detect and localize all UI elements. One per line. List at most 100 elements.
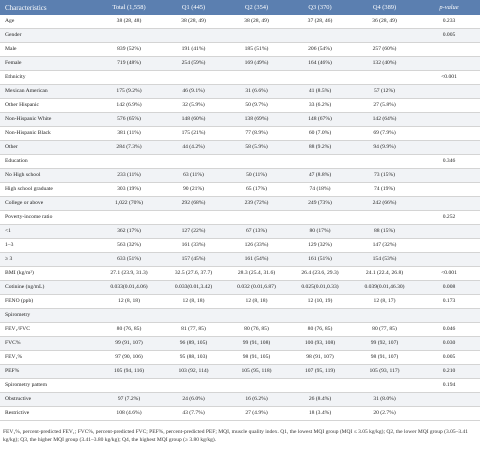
table-cell: 44 (4.2%) bbox=[182, 144, 205, 150]
table-cell bbox=[418, 197, 480, 211]
table-cell: 0.008 bbox=[442, 284, 456, 290]
table-cell: 27 (5.8%) bbox=[373, 102, 396, 108]
table-cell bbox=[418, 113, 480, 127]
table-cell: 175 (9.2%) bbox=[116, 88, 142, 94]
table-cell: 31 (6.6%) bbox=[245, 88, 268, 94]
row-label: Female bbox=[5, 60, 22, 66]
table-cell: 96 (89, 105) bbox=[179, 340, 208, 346]
table-cell: 0.233 bbox=[442, 18, 456, 24]
row-label: <1 bbox=[5, 228, 11, 234]
row-label: Non-Hispanic Black bbox=[5, 130, 51, 136]
table-cell: 58 (5.9%) bbox=[245, 144, 268, 150]
table-cell: 24.1 (22.4, 26.8) bbox=[365, 270, 404, 276]
table-cell bbox=[163, 71, 224, 85]
table-cell: 50 (11%) bbox=[246, 172, 267, 178]
table-cell: 50 (9.7%) bbox=[245, 102, 268, 108]
table-cell bbox=[95, 379, 163, 393]
column-header-5: Q4 (389) bbox=[372, 4, 397, 11]
row-label: FVC% bbox=[5, 340, 21, 346]
row-label: Male bbox=[5, 46, 17, 52]
table-cell bbox=[351, 29, 418, 43]
table-cell bbox=[163, 211, 224, 225]
table-cell: 105 (93, 117) bbox=[369, 368, 400, 374]
table-cell: 633 (51%) bbox=[117, 256, 141, 262]
table-row: Age 38 (28, 48) 38 (28, 49) 38 (28, 49) 37 (… bbox=[0, 15, 480, 29]
column-header-4: Q3 (370) bbox=[308, 4, 332, 11]
table-cell: 0.032 (0.01,6.87) bbox=[237, 284, 276, 290]
table-row: Education 0.346 bbox=[0, 154, 480, 169]
column-header-1: Total (1,558) bbox=[112, 4, 146, 11]
table-cell bbox=[95, 211, 163, 225]
table-row: Male 839 (52%) 191 (41%) 185 (51%) 206 (54%)… bbox=[0, 42, 480, 57]
table-cell: 0.005 bbox=[442, 32, 456, 38]
table-cell: 97 (7.2%) bbox=[117, 396, 141, 402]
table-cell: 88 (9.2%) bbox=[308, 144, 332, 150]
row-label: High school graduate bbox=[5, 186, 53, 192]
table-cell: 74 (19%) bbox=[374, 186, 395, 192]
table-cell: 254 (59%) bbox=[181, 60, 206, 66]
table-row: No High school 233 (11%) 63 (11%) 50 (11%) 4… bbox=[0, 168, 480, 183]
table-cell bbox=[163, 379, 224, 393]
table-cell bbox=[289, 29, 351, 43]
table-cell: 233 (11%) bbox=[117, 172, 141, 178]
table-row: PEF% 105 (94, 116) 103 (92, 114) 105 (95, 1… bbox=[0, 364, 480, 379]
table-row: High school graduate 303 (19%) 90 (21%) 65 … bbox=[0, 182, 480, 197]
table-cell: 242 (66%) bbox=[372, 200, 397, 206]
table-cell bbox=[289, 155, 351, 169]
table-cell: 98 (91, 105) bbox=[242, 354, 271, 360]
table-cell: 191 (41%) bbox=[181, 46, 206, 52]
table-cell: 99 (91, 107) bbox=[115, 340, 143, 346]
table-cell: 0.005 bbox=[442, 354, 456, 360]
table-cell: 142 (6.9%) bbox=[116, 102, 142, 108]
table-cell bbox=[418, 225, 480, 239]
table-cell: 67 (13%) bbox=[246, 228, 267, 234]
table-cell: 99 (92, 107) bbox=[370, 340, 399, 346]
table-cell: 74 (18%) bbox=[309, 186, 331, 192]
table-cell: 103 (92, 114) bbox=[178, 368, 209, 374]
table-cell: 47 (8.8%) bbox=[308, 172, 332, 178]
table-cell: 20 (2.7%) bbox=[373, 410, 396, 416]
table-row: Ethnicity <0.001 bbox=[0, 70, 480, 85]
table-cell bbox=[351, 155, 418, 169]
table-cell: 26.4 (23.6, 29.3) bbox=[301, 270, 339, 276]
table-cell bbox=[418, 239, 480, 253]
table-cell bbox=[224, 309, 289, 323]
table-cell bbox=[163, 155, 224, 169]
table-cell: 16 (6.2%) bbox=[245, 396, 268, 402]
table-footnote: FEV₁%, percent-predicted FEV₁; FVC%, per… bbox=[3, 429, 468, 444]
row-label: Obstructive bbox=[5, 396, 32, 402]
table-cell: 292 (68%) bbox=[181, 200, 206, 206]
row-label: Spirometry pattern bbox=[5, 382, 48, 388]
table-cell: 161 (33%) bbox=[181, 242, 206, 248]
table-cell bbox=[418, 99, 480, 113]
table-cell: 94 (9.9%) bbox=[373, 144, 396, 150]
table-cell bbox=[95, 155, 163, 169]
table-cell: 0.033(0.01,4.06) bbox=[110, 284, 148, 290]
table-cell bbox=[163, 29, 224, 43]
table-cell: 161 (54%) bbox=[244, 256, 269, 262]
table-cell: 257 (60%) bbox=[372, 46, 397, 52]
table-cell: 107 (95, 119) bbox=[304, 368, 336, 374]
table-cell bbox=[351, 71, 418, 85]
row-label: PEF% bbox=[5, 368, 20, 374]
table-cell: 719 (48%) bbox=[117, 60, 141, 66]
table-row: Non-Hispanic Black 381 (11%) 175 (21%) 77 (… bbox=[0, 126, 480, 141]
table-cell: 80 (17%) bbox=[309, 228, 331, 234]
table-row: Non-Hispanic White 576 (65%) 148 (60%) 138 … bbox=[0, 112, 480, 127]
row-label: College or above bbox=[5, 200, 44, 206]
table-cell: 38 (28, 49) bbox=[244, 18, 269, 24]
table-cell bbox=[351, 309, 418, 323]
table-cell: 97 (90, 106) bbox=[115, 354, 143, 360]
table-cell: 576 (65%) bbox=[117, 116, 141, 122]
table-cell: 157 (45%) bbox=[181, 256, 206, 262]
table-cell bbox=[163, 309, 224, 323]
table-cell: 169 (49%) bbox=[244, 60, 269, 66]
table-row: Female 719 (48%) 254 (59%) 169 (49%) 164 (46… bbox=[0, 56, 480, 71]
table-row: Spirometry bbox=[0, 308, 480, 323]
row-label: FEV₁/FVC bbox=[5, 326, 30, 332]
table-cell: 63 (11%) bbox=[183, 172, 204, 178]
table-row: 1–3 563 (32%) 161 (33%) 126 (33%) 129 (32%) 1… bbox=[0, 238, 480, 253]
table-cell bbox=[418, 127, 480, 141]
table-row: Other 284 (7.3%) 44 (4.2%) 58 (5.9%) 88 (9.2… bbox=[0, 140, 480, 155]
table-row: Obstructive 97 (7.2%) 24 (6.0%) 16 (6.2%) 26… bbox=[0, 392, 480, 407]
